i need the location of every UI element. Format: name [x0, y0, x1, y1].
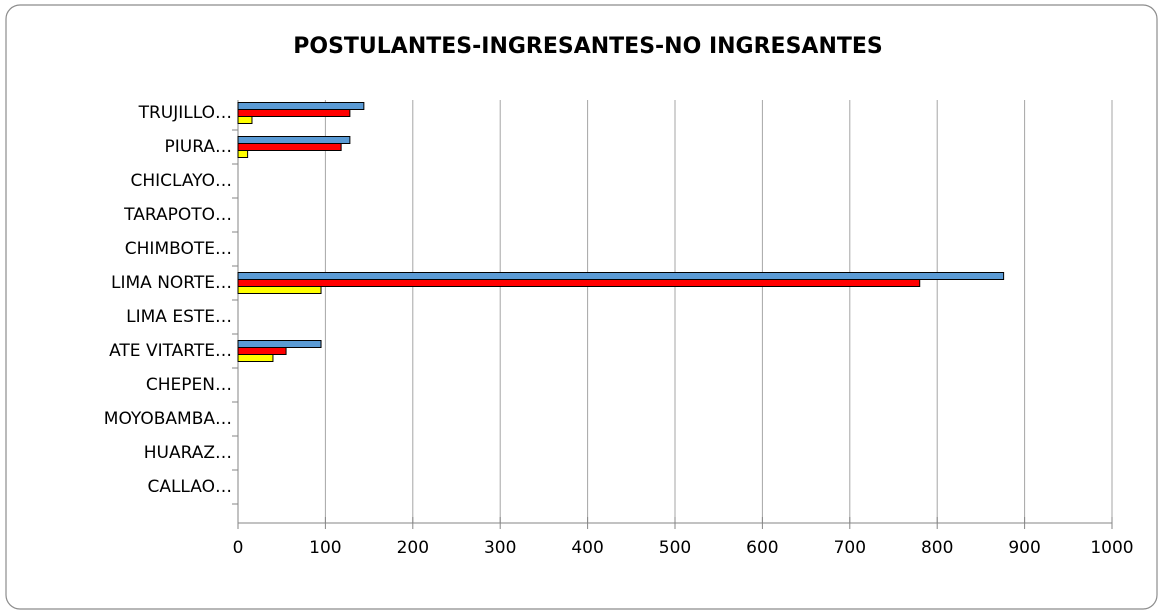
x-tick-label: 100 — [309, 538, 341, 558]
bar — [237, 136, 351, 144]
bar — [237, 286, 322, 294]
y-tick-label: LIMA NORTE… — [111, 273, 232, 293]
bar — [237, 109, 351, 117]
bar — [237, 340, 322, 348]
x-tick-label: 700 — [834, 538, 866, 558]
y-tick-label: PIURA… — [165, 137, 232, 157]
bar — [237, 279, 921, 287]
y-tick-label: TARAPOTO… — [123, 205, 232, 225]
y-tick-label: TRUJILLO… — [138, 103, 232, 123]
y-tick-label: CHEPEN… — [146, 375, 232, 395]
x-tick-label: 300 — [484, 538, 516, 558]
y-tick-label: MOYOBAMBA… — [104, 409, 232, 429]
bar — [237, 347, 287, 355]
x-tick-label: 600 — [746, 538, 778, 558]
bar — [237, 272, 1005, 280]
x-tick-label: 1000 — [1090, 538, 1133, 558]
y-tick-label: LIMA ESTE… — [126, 307, 232, 327]
x-tick-label: 0 — [233, 538, 244, 558]
x-tick-label: 400 — [571, 538, 603, 558]
bar — [237, 102, 365, 110]
y-tick-label: CALLAO… — [147, 477, 232, 497]
bar — [237, 354, 274, 362]
y-tick-label: CHICLAYO… — [130, 171, 232, 191]
x-tick-label: 500 — [659, 538, 691, 558]
x-tick-label: 800 — [921, 538, 953, 558]
bar — [237, 143, 342, 151]
x-tick-label: 200 — [397, 538, 429, 558]
bar — [237, 116, 253, 124]
chart-title: POSTULANTES-INGRESANTES-NO INGRESANTES — [293, 34, 883, 59]
y-tick-label: CHIMBOTE… — [125, 239, 232, 259]
x-tick-label: 900 — [1008, 538, 1040, 558]
chart-border — [5, 4, 1158, 610]
bar — [237, 150, 249, 158]
y-tick-label: ATE VITARTE… — [109, 341, 232, 361]
y-tick-label: HUARAZ… — [144, 443, 232, 463]
